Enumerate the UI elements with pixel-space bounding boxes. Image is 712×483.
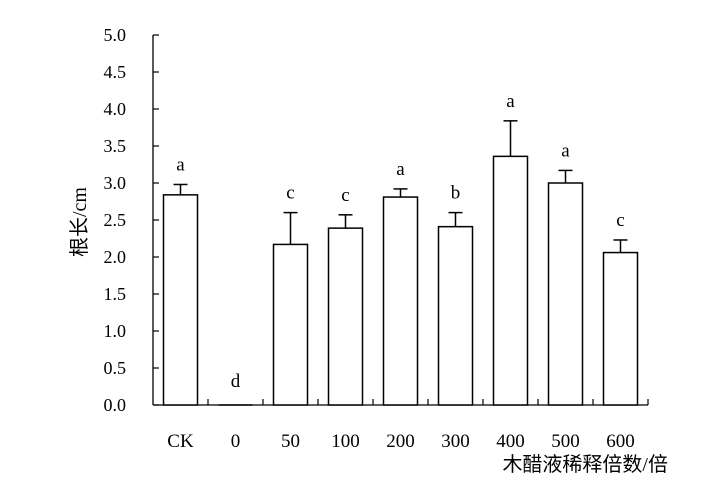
significance-letter: a <box>506 91 515 112</box>
y-tick-label: 2.5 <box>104 210 127 230</box>
y-ticks: 0.0 0.5 1.0 1.5 2.0 2.5 3.0 3.5 4.0 4.5 5.0 <box>104 25 159 415</box>
x-tick-label: 100 <box>331 431 360 452</box>
x-tick-labels: CK 0 50 100 200 300 400 500 600 <box>167 399 649 452</box>
significance-letter: d <box>231 371 241 392</box>
bar <box>602 251 639 406</box>
y-tick-label: 1.5 <box>104 284 127 304</box>
significance-letter: c <box>286 183 294 204</box>
significance-letter: a <box>561 140 570 161</box>
significance-labels: a d c c a b a a c <box>176 91 624 392</box>
significance-letter: c <box>341 185 349 206</box>
y-tick-label: 4.0 <box>104 99 127 119</box>
bar <box>382 196 419 406</box>
bar <box>547 182 584 406</box>
y-tick-label: 3.0 <box>104 173 127 193</box>
x-axis-label: 木醋液稀释倍数/倍 <box>502 453 668 476</box>
bar <box>492 155 529 406</box>
y-axis-label: 根长/cm <box>68 187 91 257</box>
x-tick-label: 200 <box>386 431 415 452</box>
x-tick-label: 500 <box>551 431 580 452</box>
bar <box>437 225 474 406</box>
significance-letter: c <box>616 210 624 231</box>
x-tick-label: CK <box>167 431 194 452</box>
error-bars <box>173 120 628 253</box>
y-tick-label: 3.5 <box>104 136 127 156</box>
y-tick-label: 0.5 <box>104 358 127 378</box>
significance-letter: a <box>176 154 185 175</box>
x-tick-label: 400 <box>496 431 525 452</box>
x-tick-label: 300 <box>441 431 470 452</box>
y-tick-label: 0.0 <box>104 395 127 415</box>
bars <box>162 155 639 406</box>
y-tick-label: 1.0 <box>104 321 127 341</box>
bar <box>162 194 199 406</box>
y-tick-label: 2.0 <box>104 247 127 267</box>
x-tick-label: 0 <box>231 431 241 452</box>
x-tick-label: 600 <box>606 431 635 452</box>
bar <box>272 243 309 406</box>
bar <box>327 227 364 406</box>
y-tick-label: 5.0 <box>104 25 127 45</box>
x-tick-label: 50 <box>281 431 300 452</box>
y-tick-label: 4.5 <box>104 62 127 82</box>
significance-letter: a <box>396 159 405 180</box>
significance-letter: b <box>451 183 461 204</box>
